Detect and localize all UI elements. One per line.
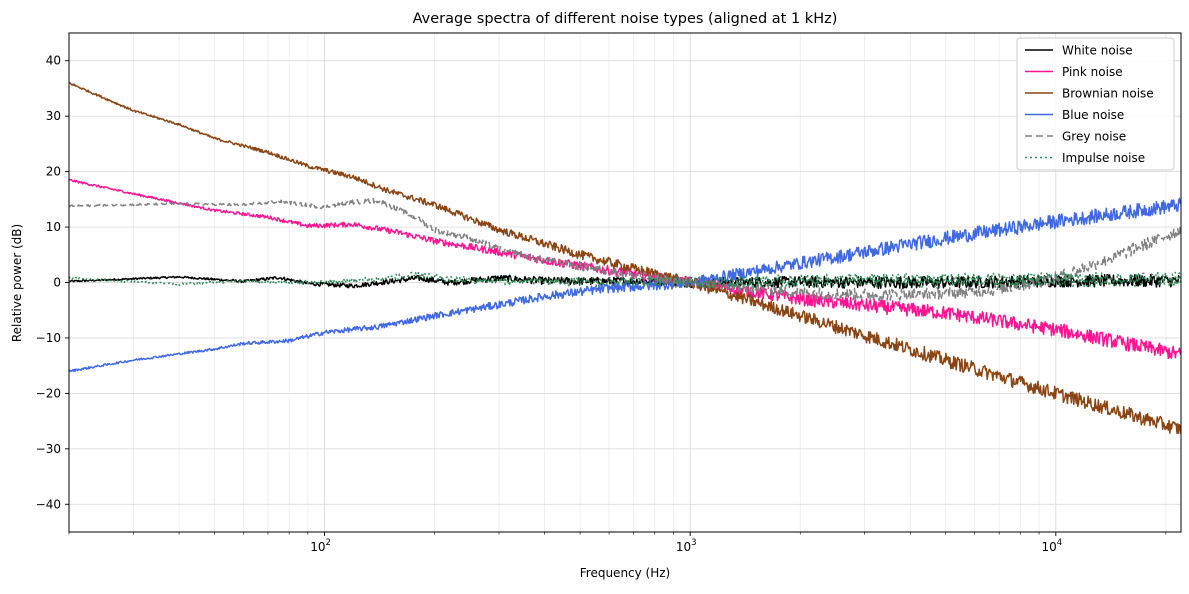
legend-label: White noise bbox=[1062, 44, 1133, 58]
x-tick-label: 102 bbox=[310, 538, 331, 554]
y-tick-label: 0 bbox=[53, 276, 61, 290]
y-tick-label: 10 bbox=[46, 220, 61, 234]
y-tick-label: −30 bbox=[36, 442, 61, 456]
x-tick-label-base: 10 bbox=[310, 540, 325, 554]
chart-title: Average spectra of different noise types… bbox=[413, 11, 838, 27]
series-line-brownian-noise bbox=[69, 81, 1181, 435]
y-axis-label: Relative power (dB) bbox=[10, 224, 24, 342]
x-tick-label-exponent: 3 bbox=[691, 538, 696, 548]
legend-box bbox=[1016, 37, 1175, 171]
y-tick-label: 30 bbox=[46, 109, 61, 123]
x-tick-label-exponent: 4 bbox=[1057, 538, 1062, 548]
x-tick-label: 103 bbox=[676, 538, 697, 554]
y-tick-label: 20 bbox=[46, 165, 61, 179]
y-tick-label: −40 bbox=[36, 497, 61, 511]
plot-lines bbox=[69, 81, 1181, 435]
x-axis-label: Frequency (Hz) bbox=[580, 566, 671, 580]
x-tick-label-exponent: 2 bbox=[325, 538, 330, 548]
legend-label: Impulse noise bbox=[1062, 151, 1145, 165]
legend: White noise Pink noise Brownian noise Blue … bbox=[1016, 37, 1175, 171]
legend-label: Pink noise bbox=[1062, 65, 1123, 79]
legend-label: Brownian noise bbox=[1062, 87, 1154, 101]
x-tick-label-base: 10 bbox=[676, 540, 691, 554]
legend-label: Grey noise bbox=[1062, 130, 1126, 144]
y-tick-label: 40 bbox=[46, 54, 61, 68]
y-tick-label: −20 bbox=[36, 386, 61, 400]
y-tick-label: −10 bbox=[36, 331, 61, 345]
x-tick-label: 104 bbox=[1041, 538, 1062, 554]
x-tick-label-base: 10 bbox=[1041, 540, 1056, 554]
legend-label: Blue noise bbox=[1062, 108, 1124, 122]
series-line-blue-noise bbox=[69, 197, 1181, 373]
